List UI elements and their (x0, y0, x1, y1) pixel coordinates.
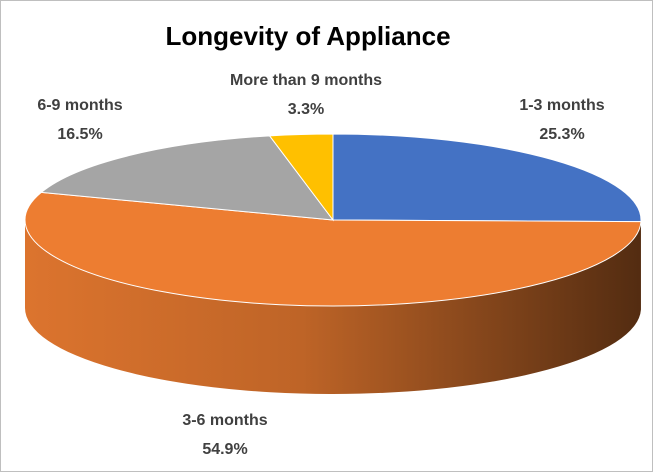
slice (332, 133, 642, 223)
slice (40, 135, 335, 221)
chart-title: Longevity of Appliance (165, 21, 450, 51)
slice (268, 133, 334, 222)
slice-label: 3-6 months (182, 412, 267, 429)
slice-label: 6-9 months (37, 97, 122, 114)
value-label: 54.9% (202, 441, 247, 458)
value-label: 3.3% (288, 101, 324, 118)
slice-label: More than 9 months (230, 72, 382, 89)
value-label: 16.5% (57, 126, 102, 143)
slice (24, 191, 642, 307)
slice-label: 1-3 months (519, 97, 604, 114)
slice-side (24, 220, 641, 395)
value-label: 25.3% (539, 126, 584, 143)
